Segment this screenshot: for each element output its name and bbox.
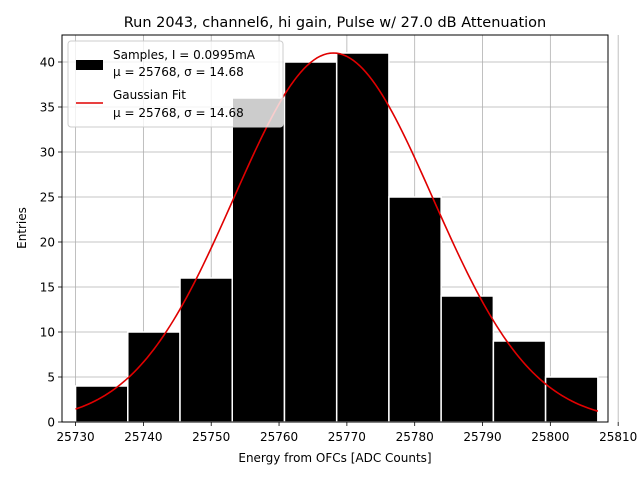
y-tick-label: 10 (40, 326, 55, 340)
histogram-bar (440, 295, 495, 423)
x-tick-label: 25730 (56, 430, 94, 444)
histogram-bar (335, 52, 390, 423)
histogram-bar (492, 340, 547, 423)
gaussian-fit (75, 52, 599, 412)
histogram-bar (179, 277, 233, 423)
histogram-bar (283, 61, 338, 423)
y-tick-label: 25 (40, 191, 55, 205)
legend-histogram-label: Samples, I = 0.0995mA (113, 48, 256, 62)
legend-histogram-swatch (76, 60, 103, 70)
y-tick-label: 20 (40, 236, 55, 250)
histogram-bar (231, 97, 286, 423)
legend-box (67, 40, 284, 128)
x-tick-label: 25780 (396, 430, 434, 444)
x-axis-label: Energy from OFCs [ADC Counts] (238, 451, 431, 465)
histogram-bar (388, 196, 442, 423)
y-axis-label: Entries (15, 207, 29, 249)
plot-frame (61, 34, 609, 423)
gaussian-fit-curve (75, 52, 599, 412)
x-tick-label: 25770 (328, 430, 366, 444)
x-tick-label: 25810 (599, 430, 637, 444)
y-axis-ticks: 0 5 10 15 20 25 30 35 40 (40, 56, 62, 430)
y-tick-label: 0 (47, 416, 55, 430)
y-tick-label: 5 (47, 371, 55, 385)
legend-histogram-stats: μ = 25768, σ = 14.68 (113, 65, 244, 79)
x-tick-label: 25760 (260, 430, 298, 444)
x-tick-label: 25790 (463, 430, 501, 444)
legend: Samples, I = 0.0995mA μ = 25768, σ = 14.… (67, 40, 284, 128)
histogram-bar (544, 376, 599, 423)
x-tick-label: 25740 (124, 430, 162, 444)
y-tick-label: 15 (40, 281, 55, 295)
x-tick-label: 25750 (192, 430, 230, 444)
legend-fit-label: Gaussian Fit (113, 88, 186, 102)
y-tick-label: 30 (40, 146, 55, 160)
y-tick-label: 35 (40, 101, 55, 115)
legend-fit-stats: μ = 25768, σ = 14.68 (113, 106, 244, 120)
y-tick-label: 40 (40, 56, 55, 70)
histogram-bar (127, 331, 181, 423)
x-axis-ticks: 25730 25740 25750 25760 25770 25780 25790 25800… (56, 422, 637, 444)
chart-title: Run 2043, channel6, hi gain, Pulse w/ 27… (124, 15, 547, 31)
x-tick-label: 25800 (531, 430, 569, 444)
histogram-bars (74, 52, 599, 423)
histogram-bar (74, 385, 129, 423)
